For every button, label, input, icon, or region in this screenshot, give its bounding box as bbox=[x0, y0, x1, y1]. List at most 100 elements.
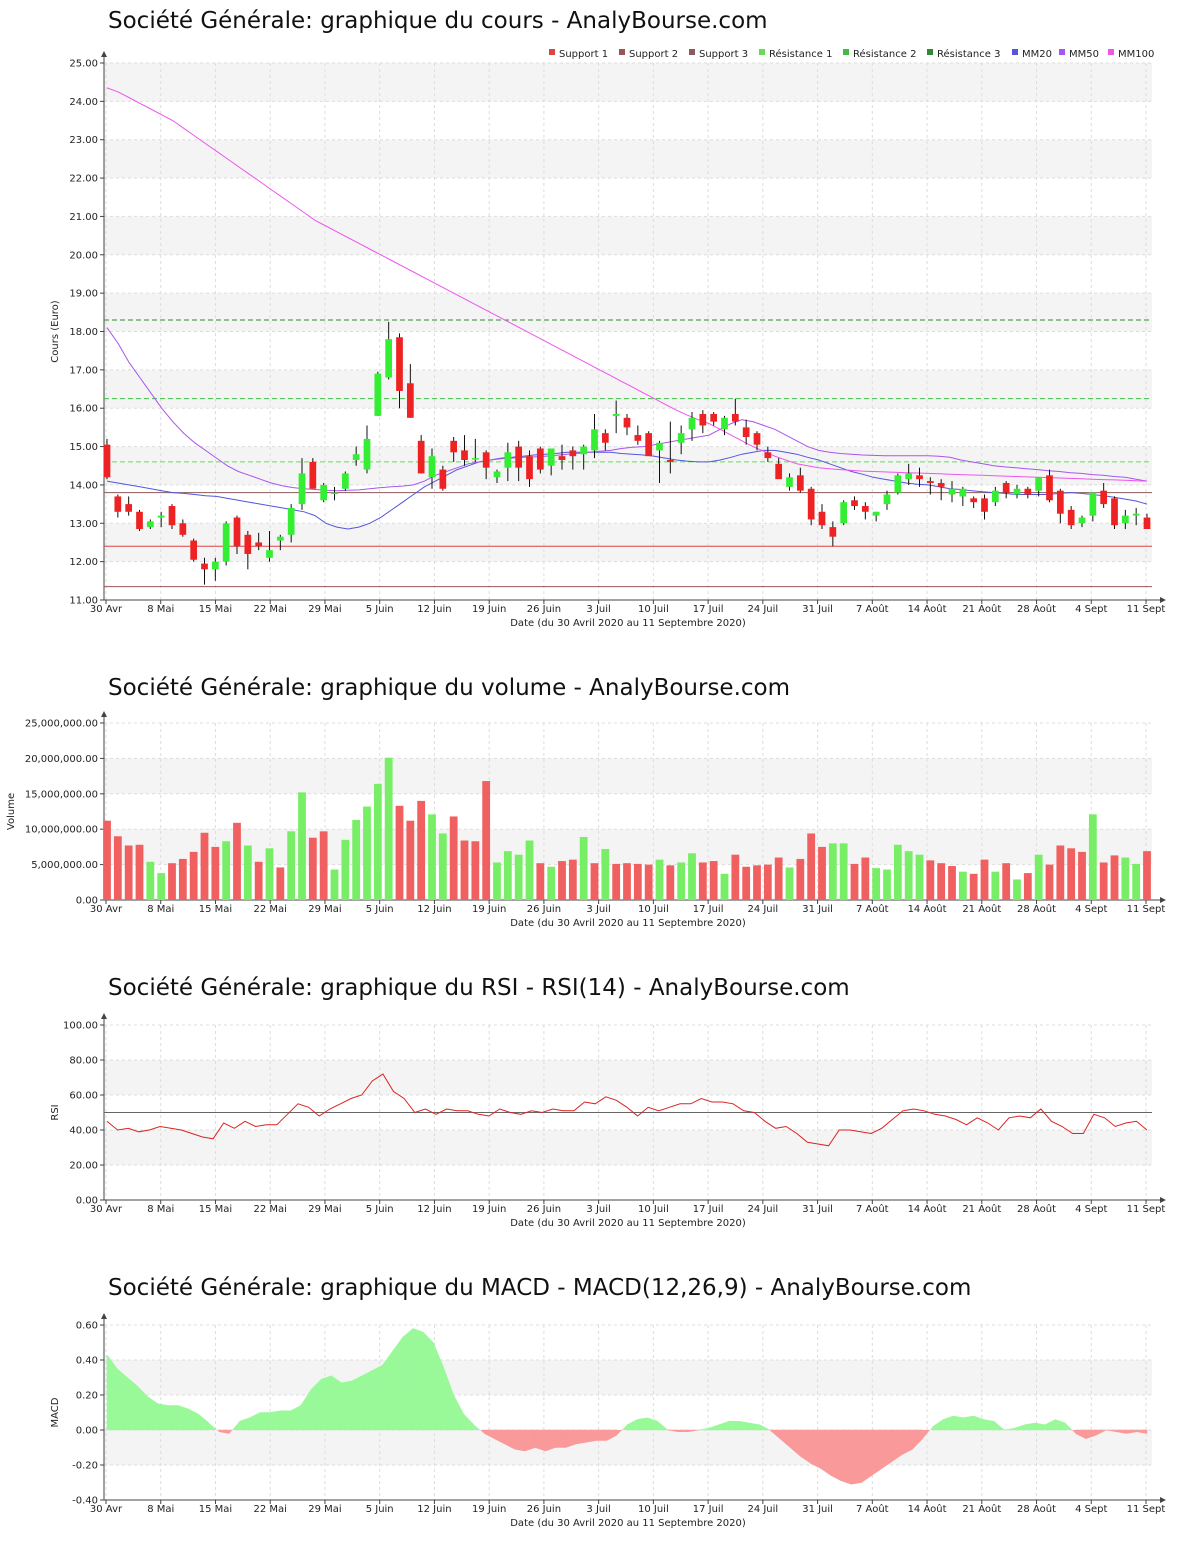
macd-area-segment bbox=[433, 1342, 444, 1431]
x-tick-label: 7 Août bbox=[856, 1203, 889, 1215]
macd-area-segment bbox=[840, 1429, 852, 1485]
volume-bar bbox=[1132, 863, 1141, 900]
candle-body bbox=[1143, 517, 1151, 530]
legend-swatch bbox=[759, 49, 765, 55]
macd-area-segment bbox=[657, 1420, 669, 1431]
volume-bar bbox=[178, 858, 187, 900]
candle-body bbox=[861, 506, 869, 512]
candle-body bbox=[233, 517, 241, 547]
x-tick-label: 14 Août bbox=[908, 1503, 947, 1515]
candle bbox=[547, 448, 555, 476]
y-tick-label: -0.40 bbox=[72, 1496, 98, 1507]
candle-body bbox=[1121, 515, 1129, 524]
candle bbox=[666, 421, 674, 474]
x-tick-label: 31 Juil bbox=[802, 1504, 833, 1515]
plot-band bbox=[104, 369, 1152, 409]
x-axis-arrow bbox=[1160, 597, 1166, 603]
macd-area-segment bbox=[912, 1429, 923, 1450]
volume-bar bbox=[850, 863, 859, 900]
x-tick-label: 15 Mai bbox=[199, 904, 232, 915]
y-axis-arrow bbox=[101, 51, 107, 57]
candle bbox=[623, 413, 631, 436]
legend-swatch bbox=[843, 49, 849, 55]
candle-body bbox=[244, 534, 252, 554]
candle-body bbox=[385, 339, 393, 378]
candle-body bbox=[352, 454, 360, 460]
candle bbox=[1035, 477, 1043, 497]
x-tick-label: 11 Sept bbox=[1127, 1504, 1166, 1515]
candle-body bbox=[482, 452, 490, 468]
candle-body bbox=[742, 427, 750, 437]
macd-area-segment bbox=[749, 1422, 760, 1431]
x-tick-label: 17 Juil bbox=[693, 1504, 724, 1515]
y-tick-label: 0.00 bbox=[76, 896, 98, 907]
candle bbox=[439, 465, 447, 491]
candle bbox=[894, 473, 902, 495]
macd-area-segment bbox=[474, 1424, 481, 1430]
macd-area-segment bbox=[412, 1328, 424, 1431]
volume-bar bbox=[807, 833, 816, 900]
candle bbox=[721, 415, 728, 436]
candle-body bbox=[872, 511, 880, 516]
candle bbox=[861, 502, 869, 520]
candle bbox=[504, 442, 512, 482]
macd-area-segment bbox=[677, 1429, 689, 1432]
chart-title: Société Générale: graphique du volume - … bbox=[108, 675, 790, 701]
candle bbox=[753, 431, 761, 451]
candle-body bbox=[276, 536, 284, 541]
candle bbox=[1002, 481, 1010, 499]
volume-bar bbox=[168, 863, 176, 900]
macd-area-segment bbox=[810, 1429, 821, 1469]
candle bbox=[341, 471, 349, 491]
volume-bar bbox=[417, 800, 426, 900]
macd-area-segment bbox=[198, 1413, 210, 1431]
macd-area-segment bbox=[402, 1327, 414, 1431]
candle bbox=[1121, 509, 1129, 530]
candle bbox=[276, 534, 284, 551]
candle bbox=[1013, 484, 1021, 499]
macd-area-segment bbox=[626, 1419, 638, 1431]
macd-area-segment bbox=[575, 1429, 587, 1445]
volume-bar bbox=[341, 839, 350, 900]
volume-bar bbox=[124, 845, 133, 900]
candle-body bbox=[201, 563, 208, 570]
candle-body bbox=[1111, 498, 1118, 526]
y-tick-label: 11.00 bbox=[69, 596, 98, 607]
volume-bar bbox=[222, 841, 231, 900]
volume-bar bbox=[254, 861, 263, 900]
volume-bar bbox=[1078, 851, 1086, 900]
x-tick-label: 4 Sept bbox=[1075, 604, 1107, 615]
x-tick-label: 12 Juin bbox=[417, 1204, 451, 1215]
candle-body bbox=[764, 452, 772, 459]
candle bbox=[471, 438, 479, 462]
macd-area-segment bbox=[232, 1421, 240, 1430]
chart-title: Société Générale: graphique du MACD - MA… bbox=[108, 1275, 971, 1301]
x-tick-label: 19 Juin bbox=[472, 1504, 506, 1515]
volume-bar bbox=[189, 851, 198, 900]
volume-bar bbox=[1067, 848, 1076, 900]
volume-bar bbox=[991, 871, 1000, 900]
x-axis-label: Date (du 30 Avril 2020 au 11 Septembre 2… bbox=[510, 918, 746, 929]
candle-body bbox=[634, 435, 642, 441]
candle bbox=[298, 458, 306, 510]
candle bbox=[482, 450, 490, 480]
volume-bar bbox=[601, 849, 610, 900]
y-tick-label: 0.00 bbox=[76, 1426, 98, 1437]
volume-bar bbox=[1056, 845, 1065, 900]
y-tick-label: 25.00 bbox=[69, 59, 98, 70]
macd-area-segment bbox=[290, 1405, 301, 1431]
candle-body bbox=[656, 442, 663, 451]
candle-body bbox=[1046, 475, 1053, 501]
candle bbox=[1143, 513, 1151, 530]
macd-area-segment bbox=[647, 1417, 658, 1431]
volume-bar bbox=[438, 833, 447, 900]
candle bbox=[905, 463, 913, 485]
volume-bar bbox=[384, 757, 393, 900]
y-tick-label: 19.00 bbox=[69, 289, 98, 300]
volume-bar bbox=[558, 861, 566, 900]
candle-body bbox=[471, 458, 479, 460]
legend-label: MM100 bbox=[1118, 49, 1154, 60]
candle bbox=[515, 440, 523, 482]
volume-bar bbox=[666, 865, 675, 900]
macd-area-segment bbox=[738, 1420, 750, 1431]
